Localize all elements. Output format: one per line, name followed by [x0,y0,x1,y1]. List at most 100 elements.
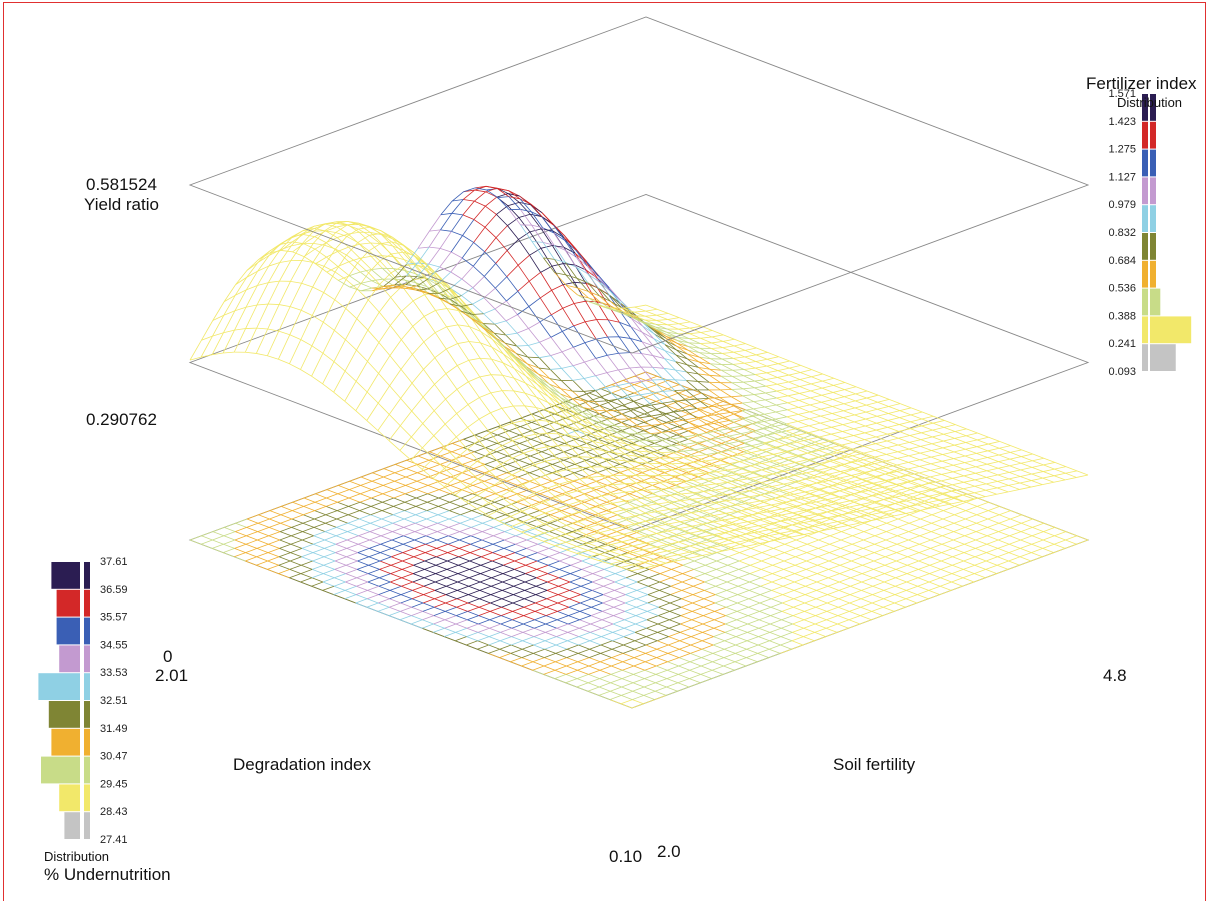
floor-grid-line [668,632,681,637]
floor-grid-line [804,590,817,595]
surface-grid-line [612,493,625,502]
floor-grid-line [861,573,874,579]
floor-grid-line [772,560,785,566]
floor-grid-line [803,632,815,637]
floor-grid-line [456,602,469,608]
floor-grid-line [532,657,545,663]
surface-grid-line [1054,466,1066,470]
surface-grid-line [390,296,403,312]
surface-grid-line [815,507,827,513]
surface-grid-line [593,424,605,434]
surface-grid-line [695,432,708,436]
floor-grid-line [586,443,599,448]
surface-grid-line [758,519,770,524]
floor-grid-line [488,640,501,646]
floor-grid-line [703,606,715,612]
surface-grid-line [715,489,727,495]
floor-grid-line [357,552,370,558]
surface-grid-line [670,487,682,489]
floor-grid-line [792,619,805,625]
surface-grid-line [865,408,878,413]
surface-grid-line [588,532,601,537]
surface-grid-line [943,424,956,428]
surface-grid-line [803,516,816,521]
floor-grid-line [704,585,716,591]
surface-grid-line [693,478,705,481]
floor-grid-line [689,674,701,679]
floor-grid-line [793,590,806,595]
surface-grid-line [928,505,940,510]
floor-grid-line [759,606,772,612]
floor-grid-line [685,501,697,507]
surface-grid-line [860,507,873,512]
floor-grid-line [940,581,952,587]
floor-grid-line [714,602,727,608]
floor-grid-line [516,506,529,511]
surface-grid-line [579,456,592,468]
floor-grid-line [620,443,632,448]
surface-grid-line [815,517,827,521]
floor-grid-line [356,577,368,583]
floor-grid-line [619,451,632,457]
surface-grid-line [401,311,414,327]
surface-grid-line [872,505,884,509]
floor-grid-line [778,426,790,432]
surface-grid-line [444,447,457,459]
floor-grid-line [642,447,655,453]
floor-grid-line [728,543,740,549]
surface-grid-line [590,498,602,507]
surface-grid-line [494,308,507,322]
floor-grid-line [951,577,964,583]
surface-grid-line [770,508,783,512]
surface-grid-line [940,490,952,495]
floor-grid-line [888,464,901,469]
floor-grid-line [488,636,501,642]
surface-grid-line [514,362,527,377]
surface-grid-line [478,460,490,472]
floor-grid-line [731,476,743,482]
surface-grid-line [737,490,750,494]
floor-grid-line [511,640,523,646]
floor-grid-line [1020,527,1033,532]
floor-grid-line [582,539,595,545]
floor-grid-line [767,422,779,427]
surface-grid-line [735,527,748,531]
floor-grid-line [410,619,423,625]
floor-grid-line [201,531,213,537]
surface-grid-line [746,527,759,533]
floor-grid-line [459,539,471,545]
surface-grid-line [714,500,727,503]
surface-grid-line [422,423,435,436]
floor-grid-line [333,594,345,600]
floor-grid-line [828,577,840,583]
floor-grid-line [985,573,997,579]
surface-grid-line [669,493,682,496]
surface-grid-line [580,437,593,449]
floor-grid-line [559,552,572,558]
floor-grid-line [559,556,572,562]
floor-grid-line [589,648,601,654]
floor-grid-line [504,522,517,528]
surface-grid-line [854,404,867,409]
floor-grid-line [269,514,281,520]
floor-grid-line [599,678,611,684]
floor-grid-line [884,573,896,579]
floor-grid-line [873,560,886,566]
floor-grid-line [692,598,705,604]
floor-grid-line [627,539,640,545]
surface-grid-line [727,467,740,471]
floor-grid-line [348,506,360,511]
floor-grid-line [585,464,598,469]
surface-grid-line [689,549,701,553]
surface-grid-line [477,502,489,510]
floor-grid-line [569,581,582,587]
surface-grid-line [555,528,567,535]
floor-grid-line [447,548,460,553]
floor-grid-line [750,560,762,566]
floor-grid-line [818,548,830,553]
floor-grid-line [502,577,515,583]
surface-grid-line [466,501,478,510]
floor-grid-line [906,569,919,574]
surface-grid-line [395,275,407,278]
surface-grid-line [853,425,866,430]
